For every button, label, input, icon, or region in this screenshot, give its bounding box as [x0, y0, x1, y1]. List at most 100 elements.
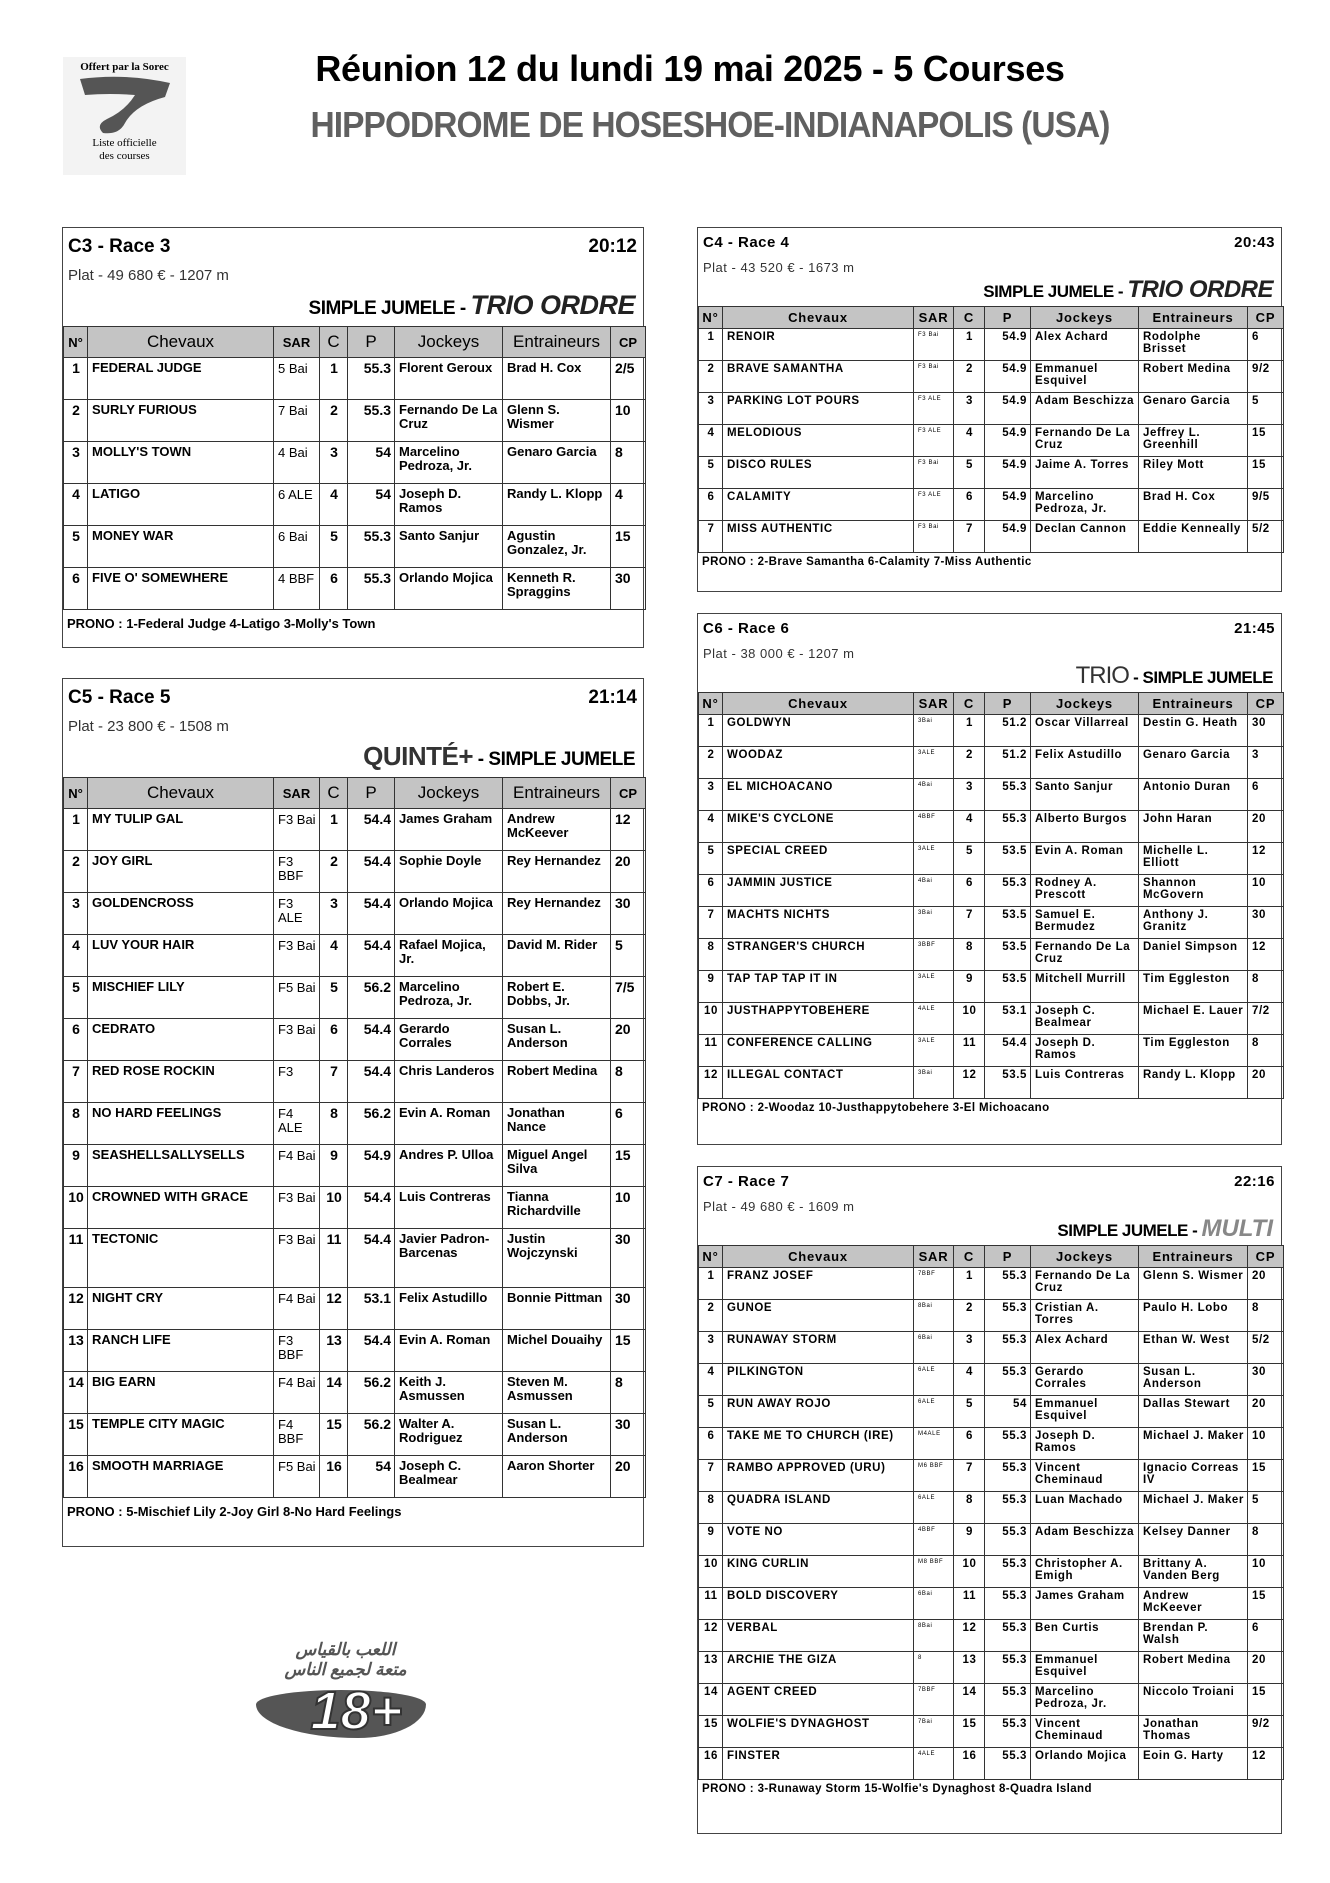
cell-corde: 4 — [319, 934, 348, 977]
cell-cote: 6 — [1247, 1619, 1284, 1652]
column-header-jockey: Jockeys — [394, 326, 503, 358]
cell-horse: ILLEGAL CONTACT — [722, 1066, 914, 1099]
cell-sar: 4Bai — [913, 874, 954, 907]
cell-number: 13 — [63, 1329, 88, 1372]
bet-types: SIMPLE JUMELE - TRIO ORDRE — [983, 276, 1273, 304]
runner-row: 12 ILLEGAL CONTACT 3Bai 12 53.5 Luis Contrera… — [698, 1066, 1284, 1099]
cell-trainer: Jeffrey L. Greenhill — [1138, 424, 1248, 457]
cell-sar: 6 ALE — [273, 483, 320, 526]
cell-poids: 54.4 — [347, 892, 395, 935]
runner-row: 1 MY TULIP GAL F3 Bai 1 54.4 James Graham Andr… — [63, 808, 646, 851]
cell-number: 12 — [698, 1619, 723, 1652]
cell-poids: 54.4 — [347, 1186, 395, 1229]
cell-number: 3 — [63, 441, 88, 484]
cell-sar: 3ALE — [913, 1034, 954, 1067]
cell-corde: 4 — [953, 424, 985, 457]
cell-sar: 6 Bai — [273, 525, 320, 568]
cell-corde: 6 — [953, 488, 985, 521]
cell-number: 6 — [698, 874, 723, 907]
cell-cote: 20 — [1247, 810, 1284, 843]
cell-number: 6 — [63, 1018, 88, 1061]
cell-horse: VERBAL — [722, 1619, 914, 1652]
cell-cote: 20 — [1247, 1066, 1284, 1099]
cell-sar: 6ALE — [913, 1491, 954, 1524]
column-header-corde: C — [319, 326, 348, 358]
cell-trainer: Michel Douaihy — [502, 1329, 611, 1372]
column-header-sar: SAR — [273, 777, 320, 809]
cell-corde: 2 — [953, 1299, 985, 1332]
runner-row: 8 QUADRA ISLAND 6ALE 8 55.3 Luan Machado Micha… — [698, 1491, 1284, 1524]
runner-row: 13 ARCHIE THE GIZA 8 13 55.3 Emmanuel Esquive… — [698, 1651, 1284, 1684]
cell-trainer: Glenn S. Wismer — [502, 399, 611, 442]
cell-corde: 5 — [953, 456, 985, 489]
cell-corde: 8 — [953, 1491, 985, 1524]
column-header-poids: P — [347, 326, 395, 358]
cell-horse: TEMPLE CITY MAGIC — [87, 1413, 274, 1456]
cell-trainer: Robert E. Dobbs, Jr. — [502, 976, 611, 1019]
runner-row: 5 MONEY WAR 6 Bai 5 55.3 Santo Sanjur Agustin … — [63, 525, 646, 568]
cell-horse: GUNOE — [722, 1299, 914, 1332]
race-conditions: Plat - 49 680 € - 1609 m — [703, 1199, 855, 1214]
runner-row: 7 RAMBO APPROVED (URU) M6 BBF 7 55.3 Vincent … — [698, 1459, 1284, 1492]
cell-corde: 1 — [953, 1267, 985, 1300]
cell-number: 10 — [63, 1186, 88, 1229]
cell-horse: PILKINGTON — [722, 1363, 914, 1396]
cell-cote: 5/2 — [1247, 520, 1284, 553]
bet-types: TRIO - SIMPLE JUMELE — [1076, 662, 1274, 690]
race-code: C7 - Race 7 — [703, 1173, 790, 1190]
cell-corde: 7 — [953, 520, 985, 553]
cell-corde: 10 — [953, 1002, 985, 1035]
cell-horse: WOLFIE'S DYNAGHOST — [722, 1715, 914, 1748]
cell-cote: 15 — [1247, 1683, 1284, 1716]
cell-jockey: Chris Landeros — [394, 1060, 503, 1103]
cell-horse: JUSTHAPPYTOBEHERE — [722, 1002, 914, 1035]
cell-number: 2 — [698, 746, 723, 779]
cell-number: 8 — [698, 938, 723, 971]
cell-trainer: Brendan P. Walsh — [1138, 1619, 1248, 1652]
cell-trainer: Eddie Kenneally — [1138, 520, 1248, 553]
cell-trainer: Agustin Gonzalez, Jr. — [502, 525, 611, 568]
cell-cote: 20 — [1247, 1267, 1284, 1300]
cell-sar: F3 Bai — [273, 1018, 320, 1061]
cell-corde: 6 — [953, 1427, 985, 1460]
runner-row: 2 GUNOE 8Bai 2 55.3 Cristian A. Torres Paulo H… — [698, 1299, 1284, 1332]
cell-poids: 53.5 — [984, 938, 1031, 971]
cell-trainer: Jonathan Thomas — [1138, 1715, 1248, 1748]
race-time: 20:43 — [1234, 234, 1275, 251]
runner-row: 1 GOLDWYN 3Bai 1 51.2 Oscar Villarreal Destin … — [698, 714, 1284, 747]
cell-sar: 4BBF — [913, 1523, 954, 1556]
runner-row: 2 WOODAZ 3ALE 2 51.2 Felix Astudillo Genaro Ga… — [698, 746, 1284, 779]
runner-row: 3 GOLDENCROSS F3 ALE 3 54.4 Orlando Mojica Rey… — [63, 892, 646, 935]
logo-top-text: Offert par la Sorec — [80, 61, 169, 73]
runner-row: 13 RANCH LIFE F3 BBF 13 54.4 Evin A. Roman Mic… — [63, 1329, 646, 1372]
cell-trainer: Michelle L. Elliott — [1138, 842, 1248, 875]
age-logo-arabic-1: اللعب بالقياس — [295, 1640, 396, 1659]
cell-horse: TAKE ME TO CHURCH (IRE) — [722, 1427, 914, 1460]
cell-trainer: Andrew McKeever — [1138, 1587, 1248, 1620]
age-logo-arabic-2: متعة لجميع الناس — [284, 1660, 407, 1679]
cell-horse: RED ROSE ROCKIN — [87, 1060, 274, 1103]
cell-trainer: Kenneth R. Spraggins — [502, 567, 611, 610]
cell-number: 5 — [698, 842, 723, 875]
cell-corde: 2 — [319, 850, 348, 893]
cell-corde: 13 — [319, 1329, 348, 1372]
cell-sar: F3 — [273, 1060, 320, 1103]
cell-number: 2 — [63, 399, 88, 442]
cell-corde: 6 — [319, 1018, 348, 1061]
cell-cote: 20 — [1247, 1651, 1284, 1684]
race-time: 21:45 — [1234, 620, 1275, 637]
cell-cote: 8 — [610, 1371, 646, 1414]
prono-line: PRONO : 3-Runaway Storm 15-Wolfie's Dyna… — [702, 1783, 1092, 1795]
cell-poids: 55.3 — [984, 1363, 1031, 1396]
race-code: C5 - Race 5 — [68, 687, 171, 708]
cell-sar: 6ALE — [913, 1395, 954, 1428]
cell-corde: 10 — [319, 1186, 348, 1229]
cell-horse: CROWNED WITH GRACE — [87, 1186, 274, 1229]
cell-sar: 6Bai — [913, 1331, 954, 1364]
cell-number: 3 — [63, 892, 88, 935]
cell-cote: 4 — [610, 483, 646, 526]
cell-sar: 3ALE — [913, 746, 954, 779]
cell-corde: 9 — [953, 970, 985, 1003]
column-header-cote: CP — [610, 326, 646, 358]
cell-number: 12 — [698, 1066, 723, 1099]
